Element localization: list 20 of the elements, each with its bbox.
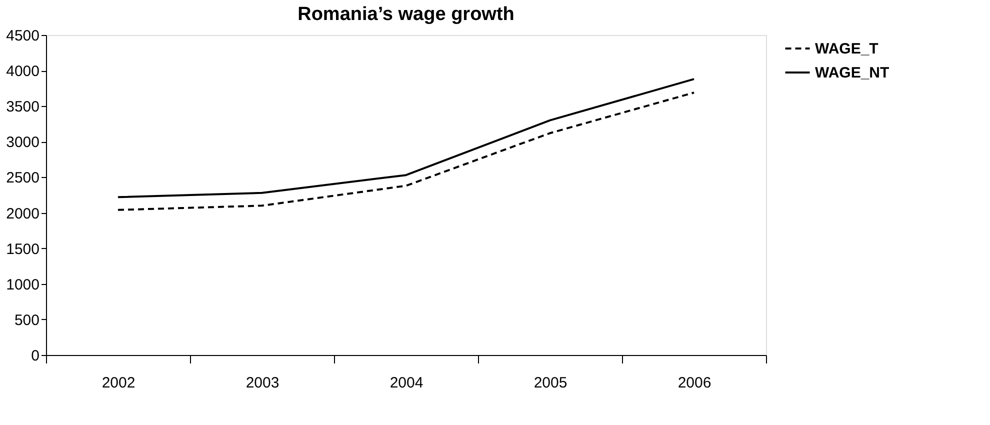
y-tick-label: 0: [31, 348, 40, 364]
y-tick-label: 4500: [6, 28, 40, 44]
y-tick-label: 4000: [6, 63, 40, 80]
x-tick-label: 2005: [534, 374, 568, 392]
y-tick-label: 1500: [6, 240, 40, 258]
y-tick-label: 2000: [6, 205, 40, 222]
y-tick-label: 500: [14, 312, 40, 329]
y-tick-label: 2500: [6, 170, 40, 187]
line-series: [117, 78, 695, 198]
x-tick-label: 2002: [102, 374, 136, 392]
chart-title: Romania’s wage growth: [298, 4, 514, 25]
x-tick-label: 2003: [246, 374, 280, 392]
x-tick-label: 2006: [678, 374, 712, 392]
y-tick-label: 3000: [6, 134, 40, 152]
line-series: [117, 92, 695, 211]
y-tick-label: 3500: [6, 98, 40, 116]
legend-label: WAGE_NT: [815, 64, 890, 82]
y-tick-label: 1000: [6, 276, 40, 294]
legend-label: WAGE_T: [815, 40, 878, 58]
x-tick-label: 2004: [390, 374, 424, 392]
